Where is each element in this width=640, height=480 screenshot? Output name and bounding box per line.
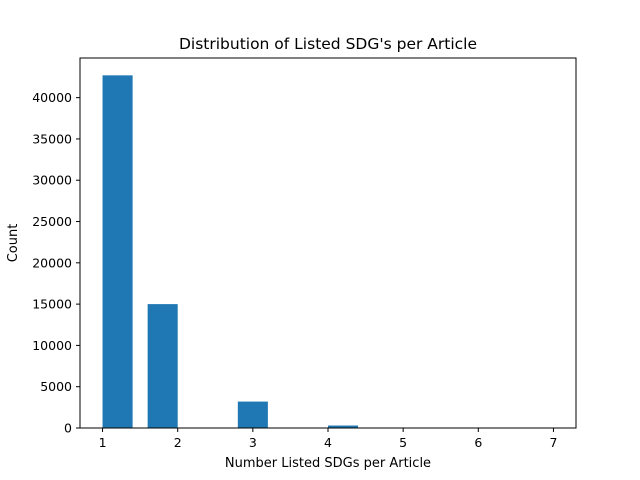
bars-group: [102, 75, 359, 428]
x-tick-label: 4: [324, 435, 332, 450]
y-tick-label: 15000: [32, 297, 72, 312]
y-tick-label: 20000: [32, 255, 72, 270]
chart-title: Distribution of Listed SDG's per Article: [179, 35, 477, 53]
x-axis-label: Number Listed SDGs per Article: [225, 456, 431, 471]
y-axis-label: Count: [6, 224, 21, 263]
histogram-bar: [147, 304, 178, 428]
x-tick-label: 3: [249, 435, 257, 450]
x-tick-label: 6: [474, 435, 482, 450]
y-tick-label: 0: [64, 421, 72, 436]
histogram-bar: [102, 75, 133, 428]
x-tick-label: 2: [174, 435, 182, 450]
x-tick-label: 7: [549, 435, 557, 450]
x-axis-ticks: 1 2 3 4 5 6 7: [99, 428, 557, 450]
plot-frame: [79, 57, 577, 429]
y-tick-label: 25000: [32, 214, 72, 229]
y-tick-label: 35000: [32, 131, 72, 146]
x-tick-label: 1: [99, 435, 107, 450]
x-tick-label: 5: [399, 435, 407, 450]
y-tick-label: 30000: [32, 173, 72, 188]
histogram-bar: [328, 425, 359, 428]
y-tick-label: 10000: [32, 338, 72, 353]
y-tick-label: 5000: [40, 379, 72, 394]
y-axis-ticks: 0 5000 10000 15000 20000 25000 30000 35000 40000: [32, 90, 80, 436]
y-tick-label: 40000: [32, 90, 72, 105]
histogram-bar: [237, 401, 268, 428]
